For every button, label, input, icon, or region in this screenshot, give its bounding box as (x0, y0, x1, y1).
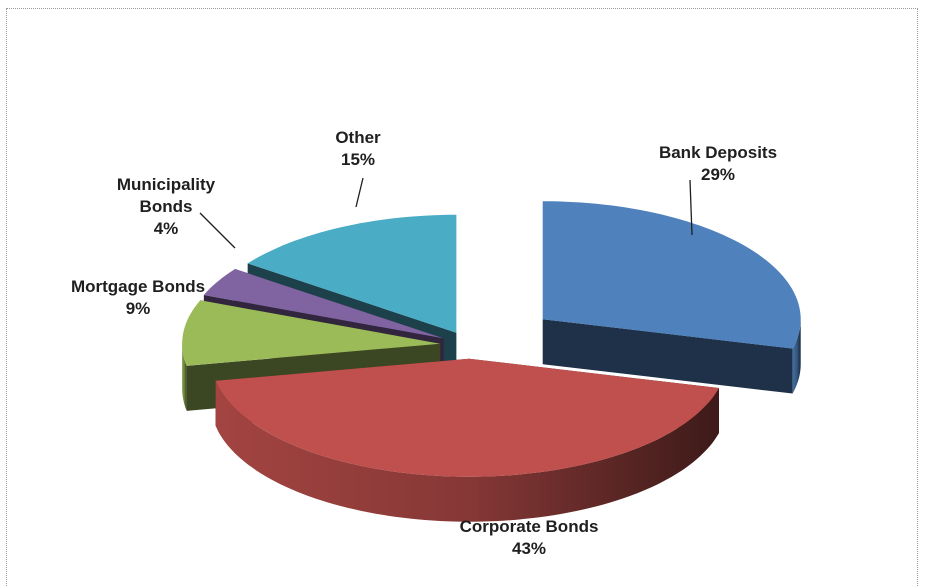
mortgage-bonds-label: Mortgage Bonds 9% (71, 277, 205, 318)
mortgage-bonds-slice (182, 300, 441, 366)
other-slice (247, 214, 457, 333)
mortgage-bonds-percent: 9% (126, 299, 151, 318)
other-leader-line (355, 177, 364, 208)
slice-tops (182, 201, 801, 477)
data-labels: Bank Deposits 29% Corporate Bonds 43% Mortga… (71, 128, 777, 558)
municipality-bonds-percent: 4% (154, 219, 179, 238)
municipality-bonds-slice (203, 269, 444, 339)
corporate-bonds-slice (215, 358, 719, 477)
municipality-bonds-label: Municipality Bonds 4% (117, 175, 216, 238)
municipality-bonds-leader-line (199, 212, 236, 249)
corporate-bonds-label: Corporate Bonds 43% (460, 517, 599, 558)
bank-deposits-slice (542, 201, 801, 349)
bank-deposits-leader-line (689, 179, 693, 236)
mortgage-bonds-outer-wall (182, 343, 187, 411)
mortgage-bonds-name-line: Mortgage Bonds (71, 277, 205, 296)
corporate-bonds-percent: 43% (512, 539, 546, 558)
bank-deposits-label: Bank Deposits 29% (659, 143, 777, 184)
other-name-line: Other (335, 128, 381, 147)
bank-deposits-percent: 29% (701, 165, 735, 184)
municipality-bonds-name-line: Bonds (140, 197, 193, 216)
bank-deposits-name-line: Bank Deposits (659, 143, 777, 162)
corporate-bonds-outer-wall (215, 380, 719, 522)
corporate-bonds-name-line: Corporate Bonds (460, 517, 599, 536)
other-percent: 15% (341, 150, 375, 169)
bank-deposits-outer-wall (792, 319, 801, 394)
other-label: Other 15% (335, 128, 381, 169)
bank-deposits-side-wall-2 (542, 319, 793, 394)
municipality-bonds-name-line: Municipality (117, 175, 216, 194)
